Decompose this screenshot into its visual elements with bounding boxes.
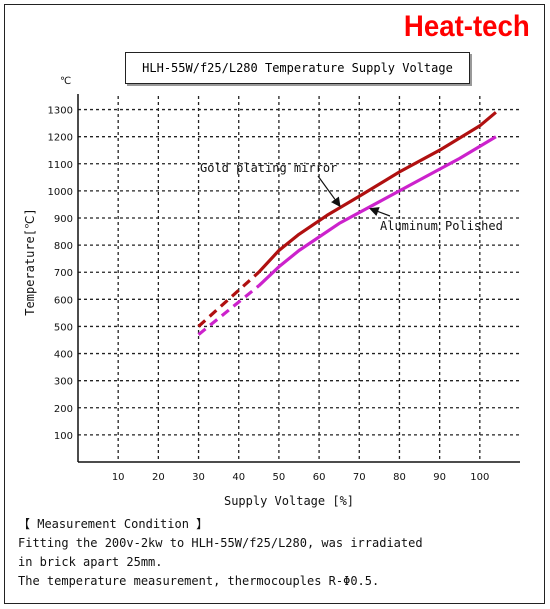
chart-title: HLH-55W/f25/L280 Temperature Supply Volt… (125, 52, 470, 84)
y-tick-700: 700 (54, 268, 73, 279)
y-tick-500: 500 (54, 322, 73, 333)
y-unit-label: ℃ (60, 76, 71, 87)
chart-series (197, 111, 497, 336)
series-0-dashed-line (197, 271, 260, 328)
chart-annotations: Gold plating mirror Aluminum Polished (200, 161, 503, 233)
x-tick-90: 90 (433, 472, 446, 483)
x-tick-60: 60 (313, 472, 326, 483)
y-tick-600: 600 (54, 295, 73, 306)
series-1-dashed-line (197, 284, 260, 336)
y-tick-400: 400 (54, 350, 73, 361)
x-tick-70: 70 (353, 472, 366, 483)
y-tick-1100: 1100 (48, 160, 73, 171)
notes-line-3: The temperature measurement, thermocoupl… (18, 574, 380, 588)
y-tick-900: 900 (54, 214, 73, 225)
notes-line-2: in brick apart 25mm. (18, 555, 163, 569)
x-tick-30: 30 (192, 472, 205, 483)
y-tick-labels: 100 200 300 400 500 600 700 800 900 1000 1100 1200 1… (48, 106, 73, 442)
x-tick-20: 20 (152, 472, 165, 483)
measurement-notes: 【 Measurement Condition 】 Fitting the 20… (18, 515, 538, 591)
y-tick-1200: 1200 (48, 133, 73, 144)
y-tick-1000: 1000 (48, 187, 73, 198)
x-tick-40: 40 (232, 472, 245, 483)
x-axis-label: Supply Voltage [%] (224, 494, 354, 508)
chart-axes (77, 94, 520, 463)
y-tick-300: 300 (54, 377, 73, 388)
y-axis-label: Temperature[℃] (23, 208, 37, 315)
x-tick-10: 10 (112, 472, 125, 483)
series-1-line (257, 135, 497, 287)
figure-frame (4, 4, 545, 604)
notes-heading: 【 Measurement Condition 】 (18, 517, 209, 531)
x-tick-80: 80 (393, 472, 406, 483)
x-tick-50: 50 (273, 472, 286, 483)
x-tick-100: 100 (470, 472, 489, 483)
series-label-0: Gold plating mirror (200, 161, 337, 175)
series-label-0-arrow (317, 175, 341, 208)
series-label-1-arrow (369, 207, 391, 217)
x-tick-labels: 10 20 30 40 50 60 70 80 90 100 (112, 472, 490, 483)
y-tick-200: 200 (54, 404, 73, 415)
notes-line-1: Fitting the 200v-2kw to HLH-55W/f25/L280… (18, 536, 423, 550)
series-0-line (257, 111, 497, 274)
brand-logo: Heat-tech (404, 10, 530, 43)
y-tick-800: 800 (54, 241, 73, 252)
series-label-1: Aluminum Polished (380, 219, 503, 233)
y-tick-100: 100 (54, 431, 73, 442)
chart-grid (78, 96, 520, 462)
y-tick-1300: 1300 (48, 106, 73, 117)
